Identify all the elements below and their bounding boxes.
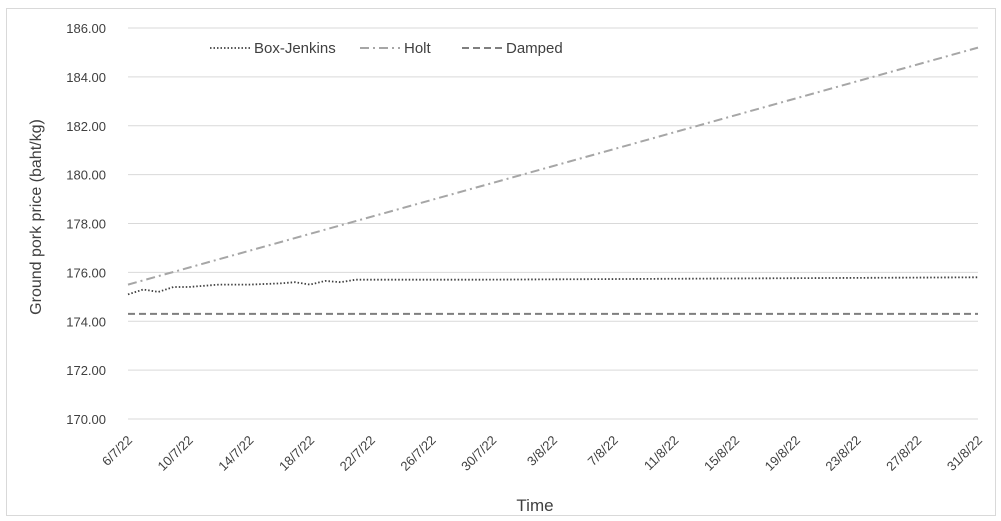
y-tick-label: 174.00 [66,314,106,329]
x-tick-label: 15/8/22 [701,433,742,474]
legend-label: Damped [506,40,563,57]
y-tick-label: 170.00 [66,412,106,427]
x-tick-label: 6/7/22 [99,433,135,469]
series-line-holt [127,46,979,286]
y-tick-label: 172.00 [66,363,106,378]
y-tick-label: 180.00 [66,168,106,183]
legend-label: Box-Jenkins [254,40,336,57]
x-tick-label: 23/8/22 [822,433,863,474]
x-tick-label: 18/7/22 [276,433,317,474]
series-line-box-jenkins [127,276,979,296]
x-tick-label: 19/8/22 [762,433,803,474]
x-tick-label: 11/8/22 [641,433,682,474]
x-tick-label: 30/7/22 [458,433,499,474]
x-axis-title: Time [516,496,553,515]
legend: Box-Jenkins Holt Damped [210,40,563,57]
x-axis-ticks: 6/7/22 10/7/22 14/7/22 18/7/22 22/7/22 26/7/2… [99,433,985,474]
y-axis-title: Ground pork price (baht/kg) [28,119,45,315]
x-tick-label: 31/8/22 [944,433,985,474]
gridlines [128,27,978,420]
legend-label: Holt [404,40,432,57]
x-tick-label: 7/8/22 [585,433,621,469]
x-tick-label: 3/8/22 [524,433,560,469]
series-lines [127,46,979,315]
y-axis-ticks: 170.00 172.00 174.00 176.00 178.00 180.00 182.… [66,21,106,427]
x-tick-label: 26/7/22 [397,433,438,474]
x-tick-label: 27/8/22 [883,433,924,474]
x-tick-label: 22/7/22 [337,433,378,474]
y-tick-label: 184.00 [66,70,106,85]
y-tick-label: 186.00 [66,21,106,36]
y-tick-label: 176.00 [66,265,106,280]
y-tick-label: 178.00 [66,217,106,232]
x-tick-label: 14/7/22 [215,433,256,474]
x-tick-label: 10/7/22 [155,433,196,474]
y-tick-label: 182.00 [66,119,106,134]
